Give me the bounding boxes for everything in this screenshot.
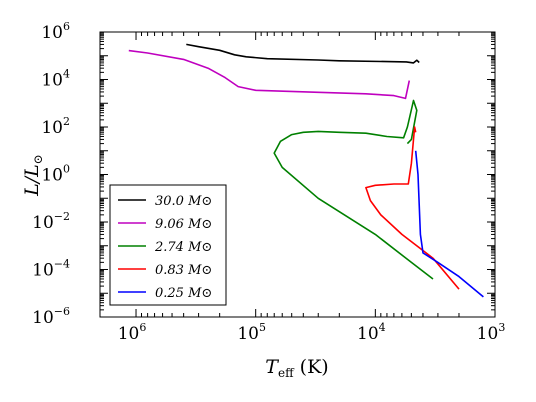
y-tick-label: 106 <box>41 20 70 43</box>
y-axis-label-den: L <box>21 164 43 178</box>
series-line-1 <box>128 49 411 100</box>
legend-label-4: 0.25 M⊙ <box>155 286 212 301</box>
legend-label-1: 9.06 M⊙ <box>155 217 212 232</box>
series-line-2 <box>273 99 434 280</box>
x-tick-label: 103 <box>477 321 506 344</box>
legend-box <box>109 184 227 306</box>
y-tick-label: 100 <box>41 163 70 186</box>
series-line-3 <box>365 126 460 290</box>
y-tick-label: 10−4 <box>32 258 70 281</box>
legend-label-3: 0.83 M⊙ <box>155 263 212 278</box>
series-layer <box>128 43 484 298</box>
y-tick-label: 10−2 <box>32 210 70 233</box>
legend: 30.0 M⊙ 9.06 M⊙ 2.74 M⊙ 0.83 M⊙ 0.25 M⊙ <box>109 184 227 306</box>
series-line-4 <box>414 150 484 298</box>
legend-label-2: 2.74 M⊙ <box>154 240 212 255</box>
x-axis-label: Teff (K) <box>265 356 328 380</box>
legend-label-0: 30.0 M⊙ <box>155 194 212 209</box>
y-axis-label-sun-symbol: ⊙ <box>31 154 45 164</box>
x-axis-label-unit: (K) <box>294 356 329 378</box>
x-axis-label-sub: eff <box>278 366 295 380</box>
tick-layer: 106 105 104 103 10−6 10−4 10−2 100 102 104 106 <box>32 20 505 344</box>
series-line-0 <box>186 43 420 64</box>
y-axis-label-num: L <box>21 183 43 197</box>
x-tick-label: 106 <box>118 321 147 344</box>
x-tick-label: 104 <box>357 321 386 344</box>
y-tick-label: 104 <box>41 68 70 91</box>
x-axis-label-main: T <box>265 356 279 378</box>
y-tick-label: 102 <box>41 115 70 138</box>
svg-text:L/L⊙: L/L⊙ <box>21 154 45 197</box>
y-axis-label: L/L⊙ <box>21 154 45 197</box>
x-tick-label: 105 <box>237 321 266 344</box>
y-tick-label: 10−6 <box>32 305 70 328</box>
